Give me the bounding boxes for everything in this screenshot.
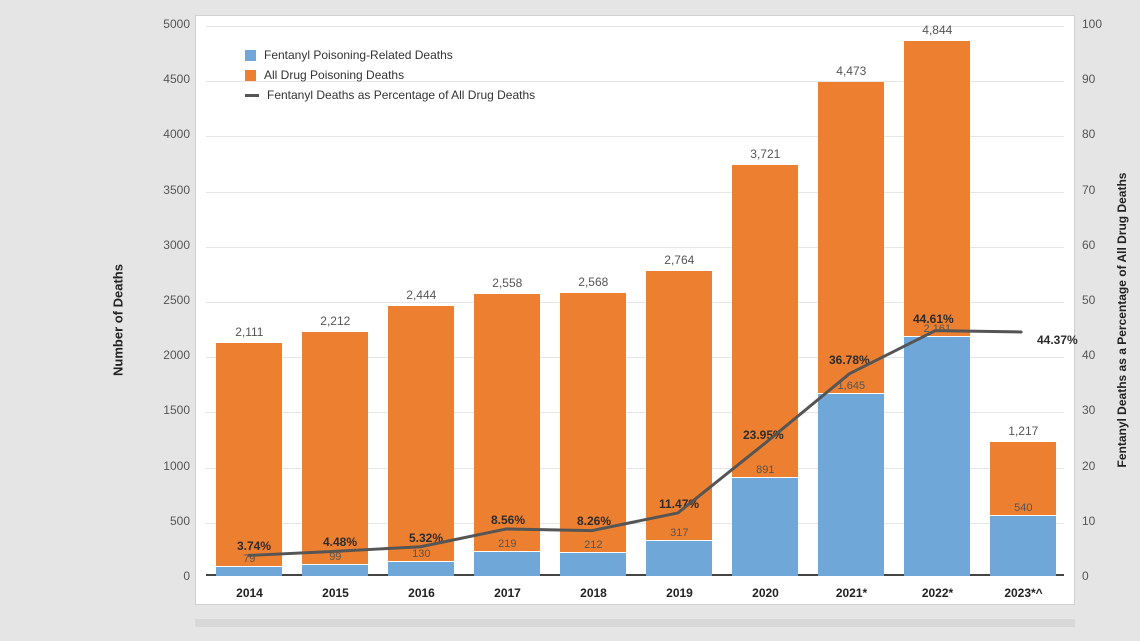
bar-group: 4,4731,645	[818, 82, 883, 576]
legend-swatch-line	[245, 94, 259, 97]
x-category-label: 2016	[379, 586, 464, 600]
bar-total-label: 1,217	[973, 424, 1073, 438]
bar-fentanyl	[302, 565, 367, 576]
x-category-label: 2017	[465, 586, 550, 600]
x-category-label: 2019	[637, 586, 722, 600]
y-right-tick: 50	[1082, 293, 1112, 307]
y-left-tick: 2000	[140, 348, 190, 362]
bar-total-label: 2,558	[457, 276, 557, 290]
legend-item-pct-line: Fentanyl Deaths as Percentage of All Dru…	[245, 85, 535, 105]
y-axis-left-title: Number of Deaths	[111, 264, 126, 376]
y-right-tick: 70	[1082, 183, 1112, 197]
bar-group: 1,217540	[990, 442, 1055, 576]
chart-frame: 0500100015002000250030003500400045005000…	[0, 0, 1140, 641]
x-category-label: 2020	[723, 586, 808, 600]
bar-total-label: 4,844	[887, 23, 987, 37]
bar-fentanyl	[990, 516, 1055, 576]
y-left-tick: 0	[140, 569, 190, 583]
legend-label: Fentanyl Deaths as Percentage of All Dru…	[267, 88, 535, 102]
pct-label: 11.47%	[659, 497, 699, 511]
bar-total-label: 2,764	[629, 253, 729, 267]
y-right-tick: 0	[1082, 569, 1112, 583]
bar-fentanyl-label: 79	[199, 553, 299, 565]
bar-all-drug	[388, 306, 453, 561]
y-left-tick: 3500	[140, 183, 190, 197]
bar-fentanyl-label: 212	[543, 539, 643, 551]
bar-group: 2,558219	[474, 294, 539, 576]
legend-item-all-drug: All Drug Poisoning Deaths	[245, 65, 535, 85]
pct-label: 8.26%	[577, 514, 611, 528]
bar-fentanyl-label: 891	[715, 464, 815, 476]
y-right-tick: 100	[1082, 17, 1112, 31]
bar-fentanyl-label: 219	[457, 538, 557, 550]
bar-group: 3,721891	[732, 165, 797, 576]
bar-fentanyl	[818, 394, 883, 576]
legend-swatch-fentanyl	[245, 50, 256, 61]
y-left-tick: 500	[140, 514, 190, 528]
y-left-tick: 2500	[140, 293, 190, 307]
bar-fentanyl-label: 130	[371, 548, 471, 560]
bar-fentanyl	[388, 562, 453, 576]
bar-total-label: 2,111	[199, 325, 299, 339]
pct-label: 44.37%	[1037, 333, 1078, 347]
legend-item-fentanyl: Fentanyl Poisoning-Related Deaths	[245, 45, 535, 65]
bar-fentanyl	[560, 553, 625, 576]
bar-group: 4,8442,161	[904, 41, 969, 576]
bar-fentanyl	[732, 478, 797, 576]
legend: Fentanyl Poisoning-Related Deaths All Dr…	[245, 45, 535, 105]
bar-fentanyl	[904, 337, 969, 576]
legend-label: Fentanyl Poisoning-Related Deaths	[264, 48, 453, 62]
bar-total-label: 2,212	[285, 314, 385, 328]
y-left-tick: 1000	[140, 459, 190, 473]
bar-fentanyl-label: 540	[973, 502, 1073, 514]
y-left-tick: 4000	[140, 127, 190, 141]
bar-all-drug	[818, 82, 883, 394]
y-right-tick: 20	[1082, 459, 1112, 473]
legend-label: All Drug Poisoning Deaths	[264, 68, 404, 82]
bar-fentanyl-label: 99	[285, 551, 385, 563]
pct-label: 44.61%	[913, 312, 954, 326]
x-category-label: 2018	[551, 586, 636, 600]
pct-label: 3.74%	[237, 539, 271, 553]
pct-label: 36.78%	[829, 353, 870, 367]
y-left-tick: 4500	[140, 72, 190, 86]
bar-all-drug	[904, 41, 969, 337]
bar-all-drug	[302, 332, 367, 565]
y-left-tick: 3000	[140, 238, 190, 252]
legend-swatch-all-drug	[245, 70, 256, 81]
pct-label: 23.95%	[743, 428, 784, 442]
pct-label: 5.32%	[409, 531, 443, 545]
x-category-label: 2014	[207, 586, 292, 600]
bar-fentanyl	[646, 541, 711, 576]
bar-all-drug	[216, 343, 281, 567]
bar-group: 2,764317	[646, 271, 711, 576]
bar-group: 2,568212	[560, 293, 625, 577]
x-category-label: 2021*	[809, 586, 894, 600]
x-category-label: 2022*	[895, 586, 980, 600]
y-right-tick: 40	[1082, 348, 1112, 362]
x-category-label: 2023*^	[981, 586, 1066, 600]
bar-fentanyl-label: 317	[629, 527, 729, 539]
y-right-tick: 80	[1082, 127, 1112, 141]
bar-fentanyl	[474, 552, 539, 576]
y-left-tick: 5000	[140, 17, 190, 31]
x-axis-footer-bar	[195, 619, 1075, 627]
y-right-tick: 60	[1082, 238, 1112, 252]
bar-fentanyl-label: 1,645	[801, 380, 901, 392]
y-right-tick: 90	[1082, 72, 1112, 86]
bar-total-label: 4,473	[801, 64, 901, 78]
pct-label: 4.48%	[323, 535, 357, 549]
y-right-tick: 30	[1082, 403, 1112, 417]
pct-label: 8.56%	[491, 513, 525, 527]
y-right-tick: 10	[1082, 514, 1112, 528]
bar-fentanyl	[216, 567, 281, 576]
y-left-tick: 1500	[140, 403, 190, 417]
x-category-label: 2015	[293, 586, 378, 600]
y-axis-right-title: Fentanyl Deaths as a Percentage of All D…	[1115, 173, 1129, 468]
bar-total-label: 2,444	[371, 288, 471, 302]
bar-total-label: 3,721	[715, 147, 815, 161]
bar-total-label: 2,568	[543, 275, 643, 289]
